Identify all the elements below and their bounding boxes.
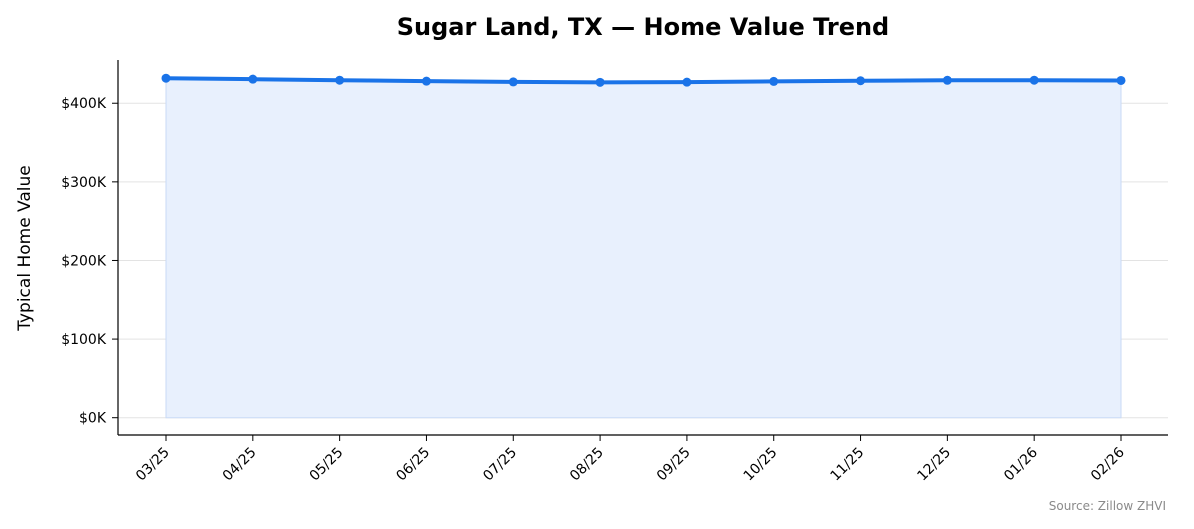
- x-tick-label: 01/26: [1001, 444, 1041, 484]
- x-tick-label: 10/25: [741, 445, 781, 485]
- data-point: [769, 76, 779, 86]
- series-polyline: [164, 76, 1123, 85]
- x-tick-label: 04/25: [220, 445, 260, 485]
- area-fill: [165, 77, 1122, 419]
- x-tick-label: 11/25: [828, 445, 868, 485]
- series-line: [164, 76, 1123, 85]
- y-tick-label: $300K: [61, 175, 107, 191]
- data-point: [942, 75, 952, 85]
- data-point: [248, 74, 258, 84]
- data-points: [161, 73, 1126, 87]
- data-point: [161, 73, 171, 83]
- x-tick-label: 07/25: [480, 445, 520, 485]
- x-tick-label: 12/25: [914, 445, 954, 485]
- y-tick-label: $100K: [61, 332, 107, 348]
- source-note: Source: Zillow ZHVI: [1049, 499, 1166, 513]
- data-point: [421, 76, 431, 86]
- x-tick-label: 05/25: [307, 445, 347, 485]
- y-tick-label: $400K: [61, 96, 107, 112]
- data-point: [1116, 75, 1126, 85]
- x-tick-label: 06/25: [393, 445, 433, 485]
- chart-title: Sugar Land, TX — Home Value Trend: [397, 13, 889, 41]
- y-tick-label: $200K: [61, 253, 107, 269]
- axes: [112, 60, 1168, 441]
- x-tick-label: 03/25: [133, 445, 173, 485]
- data-point: [595, 77, 605, 87]
- data-point: [1029, 75, 1039, 85]
- x-tick-label: 09/25: [654, 445, 694, 485]
- data-point: [508, 77, 518, 87]
- data-point: [335, 75, 345, 85]
- x-tick-label: 08/25: [567, 445, 607, 485]
- data-point: [856, 76, 866, 86]
- y-tick-labels: $0K $100K $200K $300K $400K: [61, 96, 107, 426]
- y-tick-label: $0K: [79, 411, 107, 427]
- y-axis-label: Typical Home Value: [15, 165, 35, 332]
- x-tick-label: 02/26: [1088, 444, 1128, 484]
- area-polygon: [165, 77, 1122, 419]
- x-tick-labels: 03/25 04/25 05/25 06/25 07/25 08/25 09/25 10/25…: [133, 444, 1128, 484]
- data-point: [682, 77, 692, 87]
